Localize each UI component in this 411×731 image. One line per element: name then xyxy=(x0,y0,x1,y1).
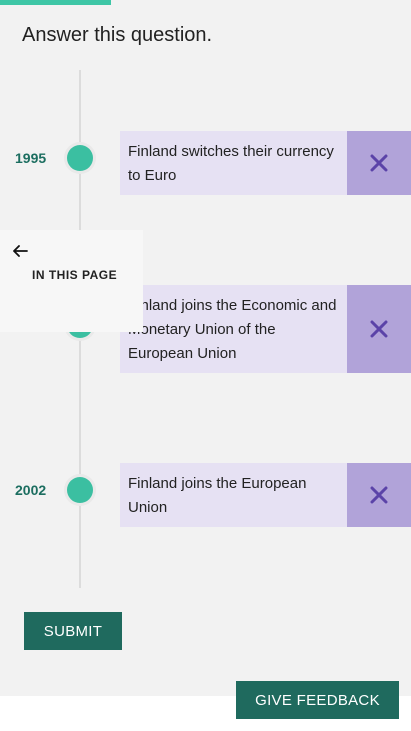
in-this-page-panel[interactable]: IN THIS PAGE xyxy=(0,230,143,332)
timeline-year-3: 2002 xyxy=(15,482,47,498)
close-icon xyxy=(370,486,388,504)
timeline-event-2: Finland joins the Economic and Monetary … xyxy=(128,297,337,362)
give-feedback-button[interactable]: GIVE FEEDBACK xyxy=(236,681,399,719)
question-text: Answer this question. xyxy=(22,24,213,46)
timeline-card-1[interactable]: Finland switches their currency to Euro xyxy=(120,131,411,195)
arrow-left-icon[interactable] xyxy=(12,244,28,263)
submit-button[interactable]: SUBMIT xyxy=(24,612,122,650)
timeline-card-3[interactable]: Finland joins the European Union xyxy=(120,463,411,527)
timeline-event-1: Finland switches their currency to Euro xyxy=(128,143,334,184)
timeline-year-1: 1995 xyxy=(15,150,47,166)
timeline-dot-1 xyxy=(67,145,93,171)
progress-bar xyxy=(0,0,111,5)
remove-button-1[interactable] xyxy=(347,131,411,195)
timeline-dot-3 xyxy=(67,477,93,503)
in-this-page-label: IN THIS PAGE xyxy=(32,268,118,282)
close-icon xyxy=(370,320,388,338)
remove-button-3[interactable] xyxy=(347,463,411,527)
remove-button-2[interactable] xyxy=(347,285,411,373)
close-icon xyxy=(370,154,388,172)
timeline-event-3: Finland joins the European Union xyxy=(128,475,307,516)
timeline-card-2[interactable]: Finland joins the Economic and Monetary … xyxy=(120,285,411,373)
